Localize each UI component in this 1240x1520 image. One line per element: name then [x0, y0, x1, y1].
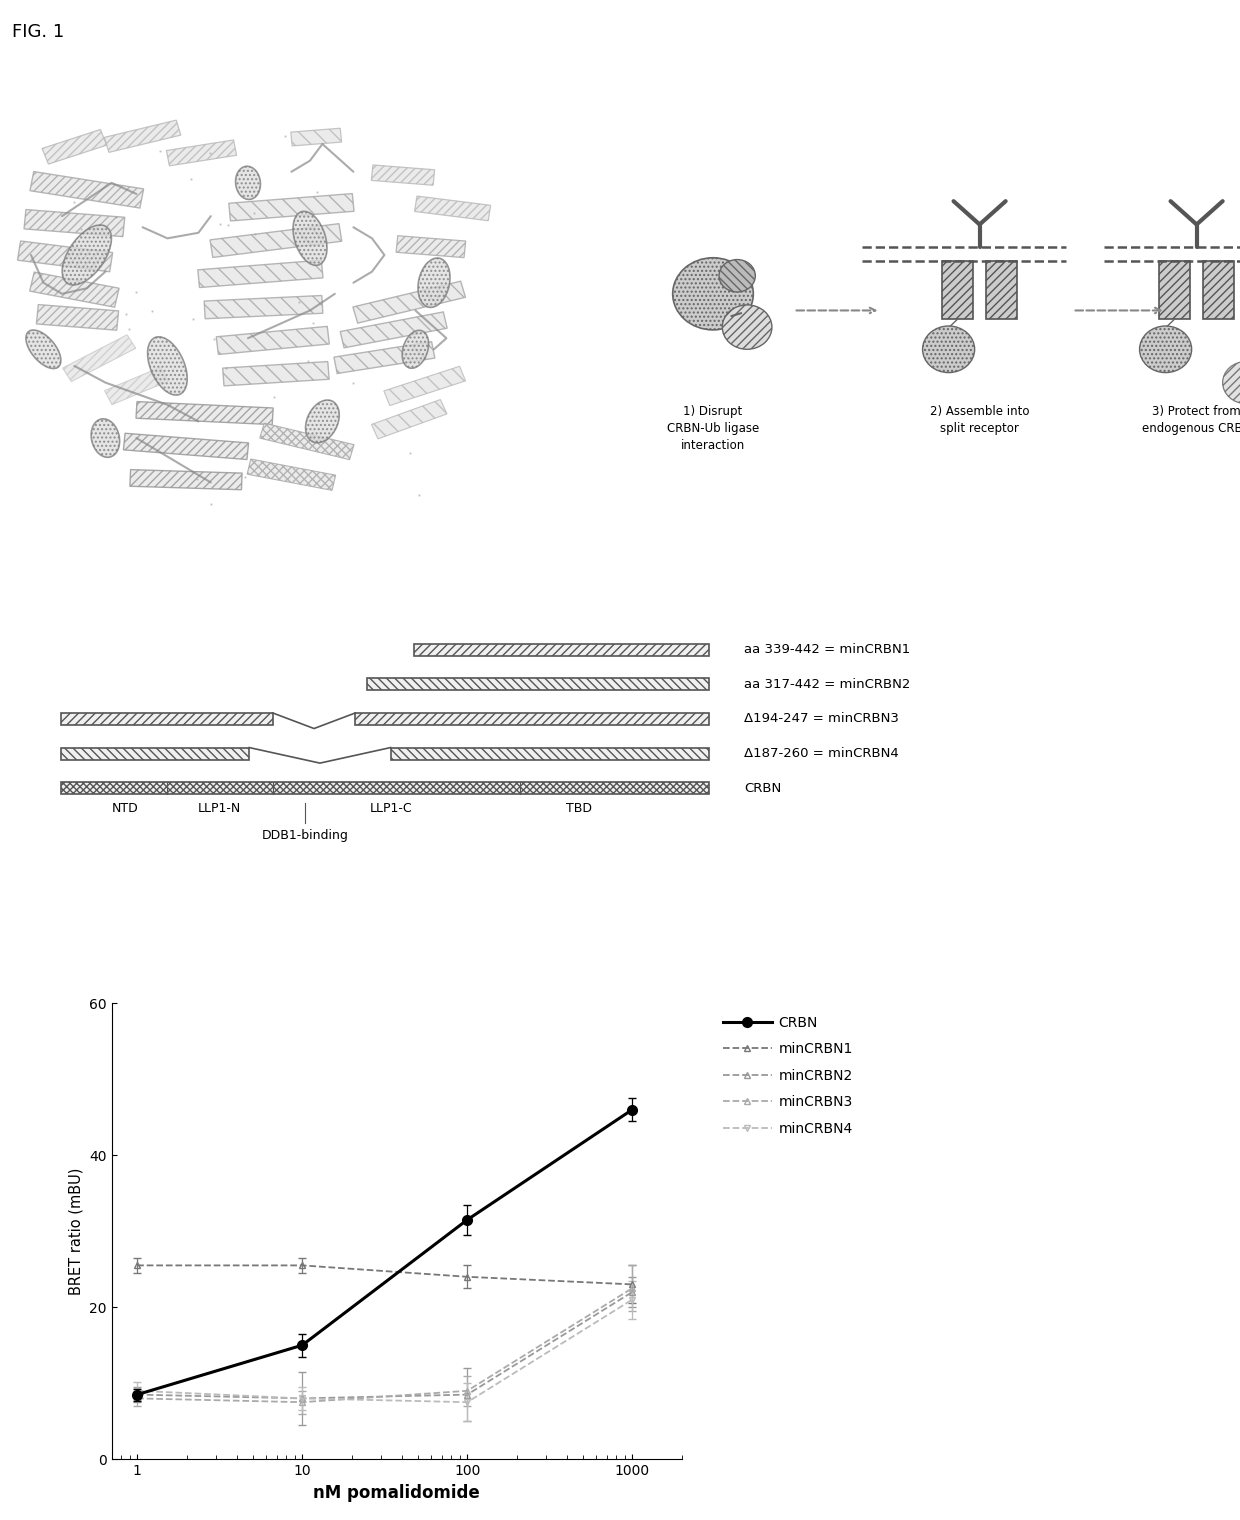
Ellipse shape: [92, 420, 119, 458]
Bar: [63, 334, 135, 382]
Circle shape: [722, 306, 771, 350]
Bar: [1203, 260, 1234, 319]
Text: LLP1-N: LLP1-N: [198, 803, 242, 815]
Ellipse shape: [293, 211, 327, 266]
Bar: [223, 362, 329, 386]
Bar: [259, 423, 355, 459]
Ellipse shape: [402, 330, 429, 368]
Text: NTD: NTD: [112, 803, 139, 815]
Bar: [136, 401, 273, 424]
Bar: [166, 140, 237, 166]
Bar: [340, 312, 448, 348]
Legend: CRBN, minCRBN1, minCRBN2, minCRBN3, minCRBN4: CRBN, minCRBN1, minCRBN2, minCRBN3, minC…: [718, 1011, 858, 1142]
Bar: [36, 304, 119, 330]
Bar: [371, 166, 435, 185]
Bar: [61, 748, 249, 760]
Bar: [216, 327, 330, 354]
Ellipse shape: [236, 166, 260, 199]
Circle shape: [672, 258, 753, 330]
Text: aa 339-442 = minCRBN1: aa 339-442 = minCRBN1: [744, 643, 910, 657]
Bar: [104, 120, 181, 152]
Bar: [210, 223, 342, 257]
Circle shape: [1223, 362, 1240, 404]
Ellipse shape: [418, 258, 450, 307]
Bar: [334, 342, 435, 374]
Bar: [197, 260, 324, 287]
Bar: [391, 748, 709, 760]
Y-axis label: BRET ratio (mBU): BRET ratio (mBU): [68, 1167, 83, 1295]
X-axis label: nM pomalidomide: nM pomalidomide: [314, 1484, 480, 1502]
Ellipse shape: [305, 400, 340, 442]
Bar: [30, 172, 144, 208]
Circle shape: [1140, 325, 1192, 372]
Ellipse shape: [148, 337, 187, 395]
Bar: [61, 783, 709, 793]
Bar: [414, 196, 491, 220]
Bar: [205, 295, 322, 319]
Bar: [30, 272, 119, 307]
Text: LLP1-C: LLP1-C: [370, 803, 412, 815]
Bar: [986, 260, 1017, 319]
Circle shape: [923, 325, 975, 372]
Bar: [17, 242, 113, 272]
Bar: [384, 366, 465, 406]
Bar: [61, 713, 273, 725]
Bar: [130, 470, 242, 489]
Bar: [291, 128, 341, 146]
Text: CRBN: CRBN: [744, 781, 781, 795]
Ellipse shape: [62, 225, 112, 284]
Bar: [353, 281, 465, 324]
Bar: [367, 678, 709, 690]
Bar: [228, 193, 355, 220]
Ellipse shape: [26, 330, 61, 368]
Text: aa 317-442 = minCRBN2: aa 317-442 = minCRBN2: [744, 678, 910, 692]
Text: 2) Assemble into
split receptor: 2) Assemble into split receptor: [930, 404, 1029, 435]
Bar: [124, 433, 248, 459]
Text: TBD: TBD: [567, 803, 591, 815]
Bar: [104, 368, 169, 404]
Bar: [356, 713, 709, 725]
Circle shape: [719, 260, 755, 292]
Text: 3) Protect from
endogenous CRBN: 3) Protect from endogenous CRBN: [1142, 404, 1240, 435]
Text: Δ194-247 = minCRBN3: Δ194-247 = minCRBN3: [744, 713, 899, 725]
Bar: [414, 644, 709, 655]
Bar: [24, 210, 125, 237]
Bar: [372, 400, 446, 439]
Bar: [1159, 260, 1190, 319]
Bar: [942, 260, 973, 319]
Text: Δ187-260 = minCRBN4: Δ187-260 = minCRBN4: [744, 746, 899, 760]
Bar: [396, 236, 466, 257]
Text: FIG. 1: FIG. 1: [12, 23, 64, 41]
Bar: [247, 459, 336, 491]
Bar: [42, 129, 107, 164]
Text: DDB1-binding: DDB1-binding: [262, 828, 348, 842]
Text: 1) Disrupt
CRBN-Ub ligase
interaction: 1) Disrupt CRBN-Ub ligase interaction: [667, 404, 759, 451]
